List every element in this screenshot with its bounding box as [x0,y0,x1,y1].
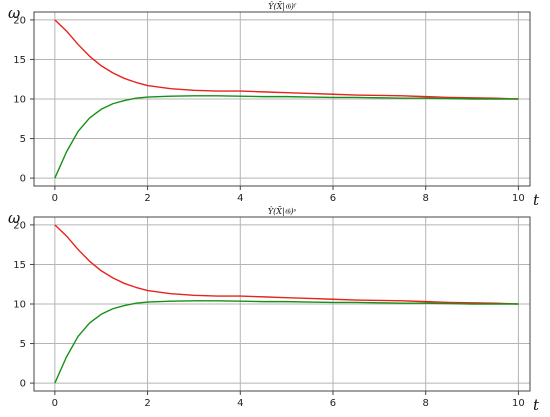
x-tick-label: 0 [52,398,58,409]
series-line-2 [54,300,519,384]
x-tick-label: 4 [237,398,243,409]
y-axis-label: ω [8,4,20,22]
y-tick-label: 15 [13,55,26,66]
y-tick-label: 15 [13,260,26,271]
y-tick-label: 5 [20,339,26,350]
x-tick-label: 6 [330,398,336,409]
x-tick-label: 6 [330,193,336,204]
x-tick-label: 10 [512,193,525,204]
series-line-1 [54,19,519,100]
y-tick-label: 20 [13,220,26,231]
x-tick-label: 4 [237,193,243,204]
y-tick-label: 10 [13,95,26,106]
chart-title: Ŷ(X̄|𝔊)ᶠ [268,2,297,11]
y-tick-label: 5 [20,134,26,145]
series-line-1 [54,224,519,305]
y-tick-label: 0 [20,379,26,390]
y-axis-label: ω [8,209,20,227]
chart-panel-1: 0 2 4 6 8 10 0 5 10 15 20 Ŷ(X̄|𝔊)ᶠ ω t [8,2,540,209]
y-tick-label: 10 [13,300,26,311]
x-tick-label: 8 [423,398,429,409]
x-tick-label: 8 [423,193,429,204]
chart-title: Ŷ(X̄|𝔊)ˢ [268,207,297,216]
x-tick-label: 2 [144,193,150,204]
x-tick-label: 10 [512,398,525,409]
x-axis-label: t [533,191,540,209]
y-tick-label: 0 [20,174,26,185]
chart-panel-2: 0 2 4 6 8 10 0 5 10 15 20 Ŷ(X̄|𝔊)ˢ ω t [8,207,540,414]
x-tick-label: 0 [52,193,58,204]
x-tick-label: 2 [144,398,150,409]
series-line-2 [54,95,519,179]
x-axis-label: t [533,396,540,414]
y-tick-label: 20 [13,15,26,26]
